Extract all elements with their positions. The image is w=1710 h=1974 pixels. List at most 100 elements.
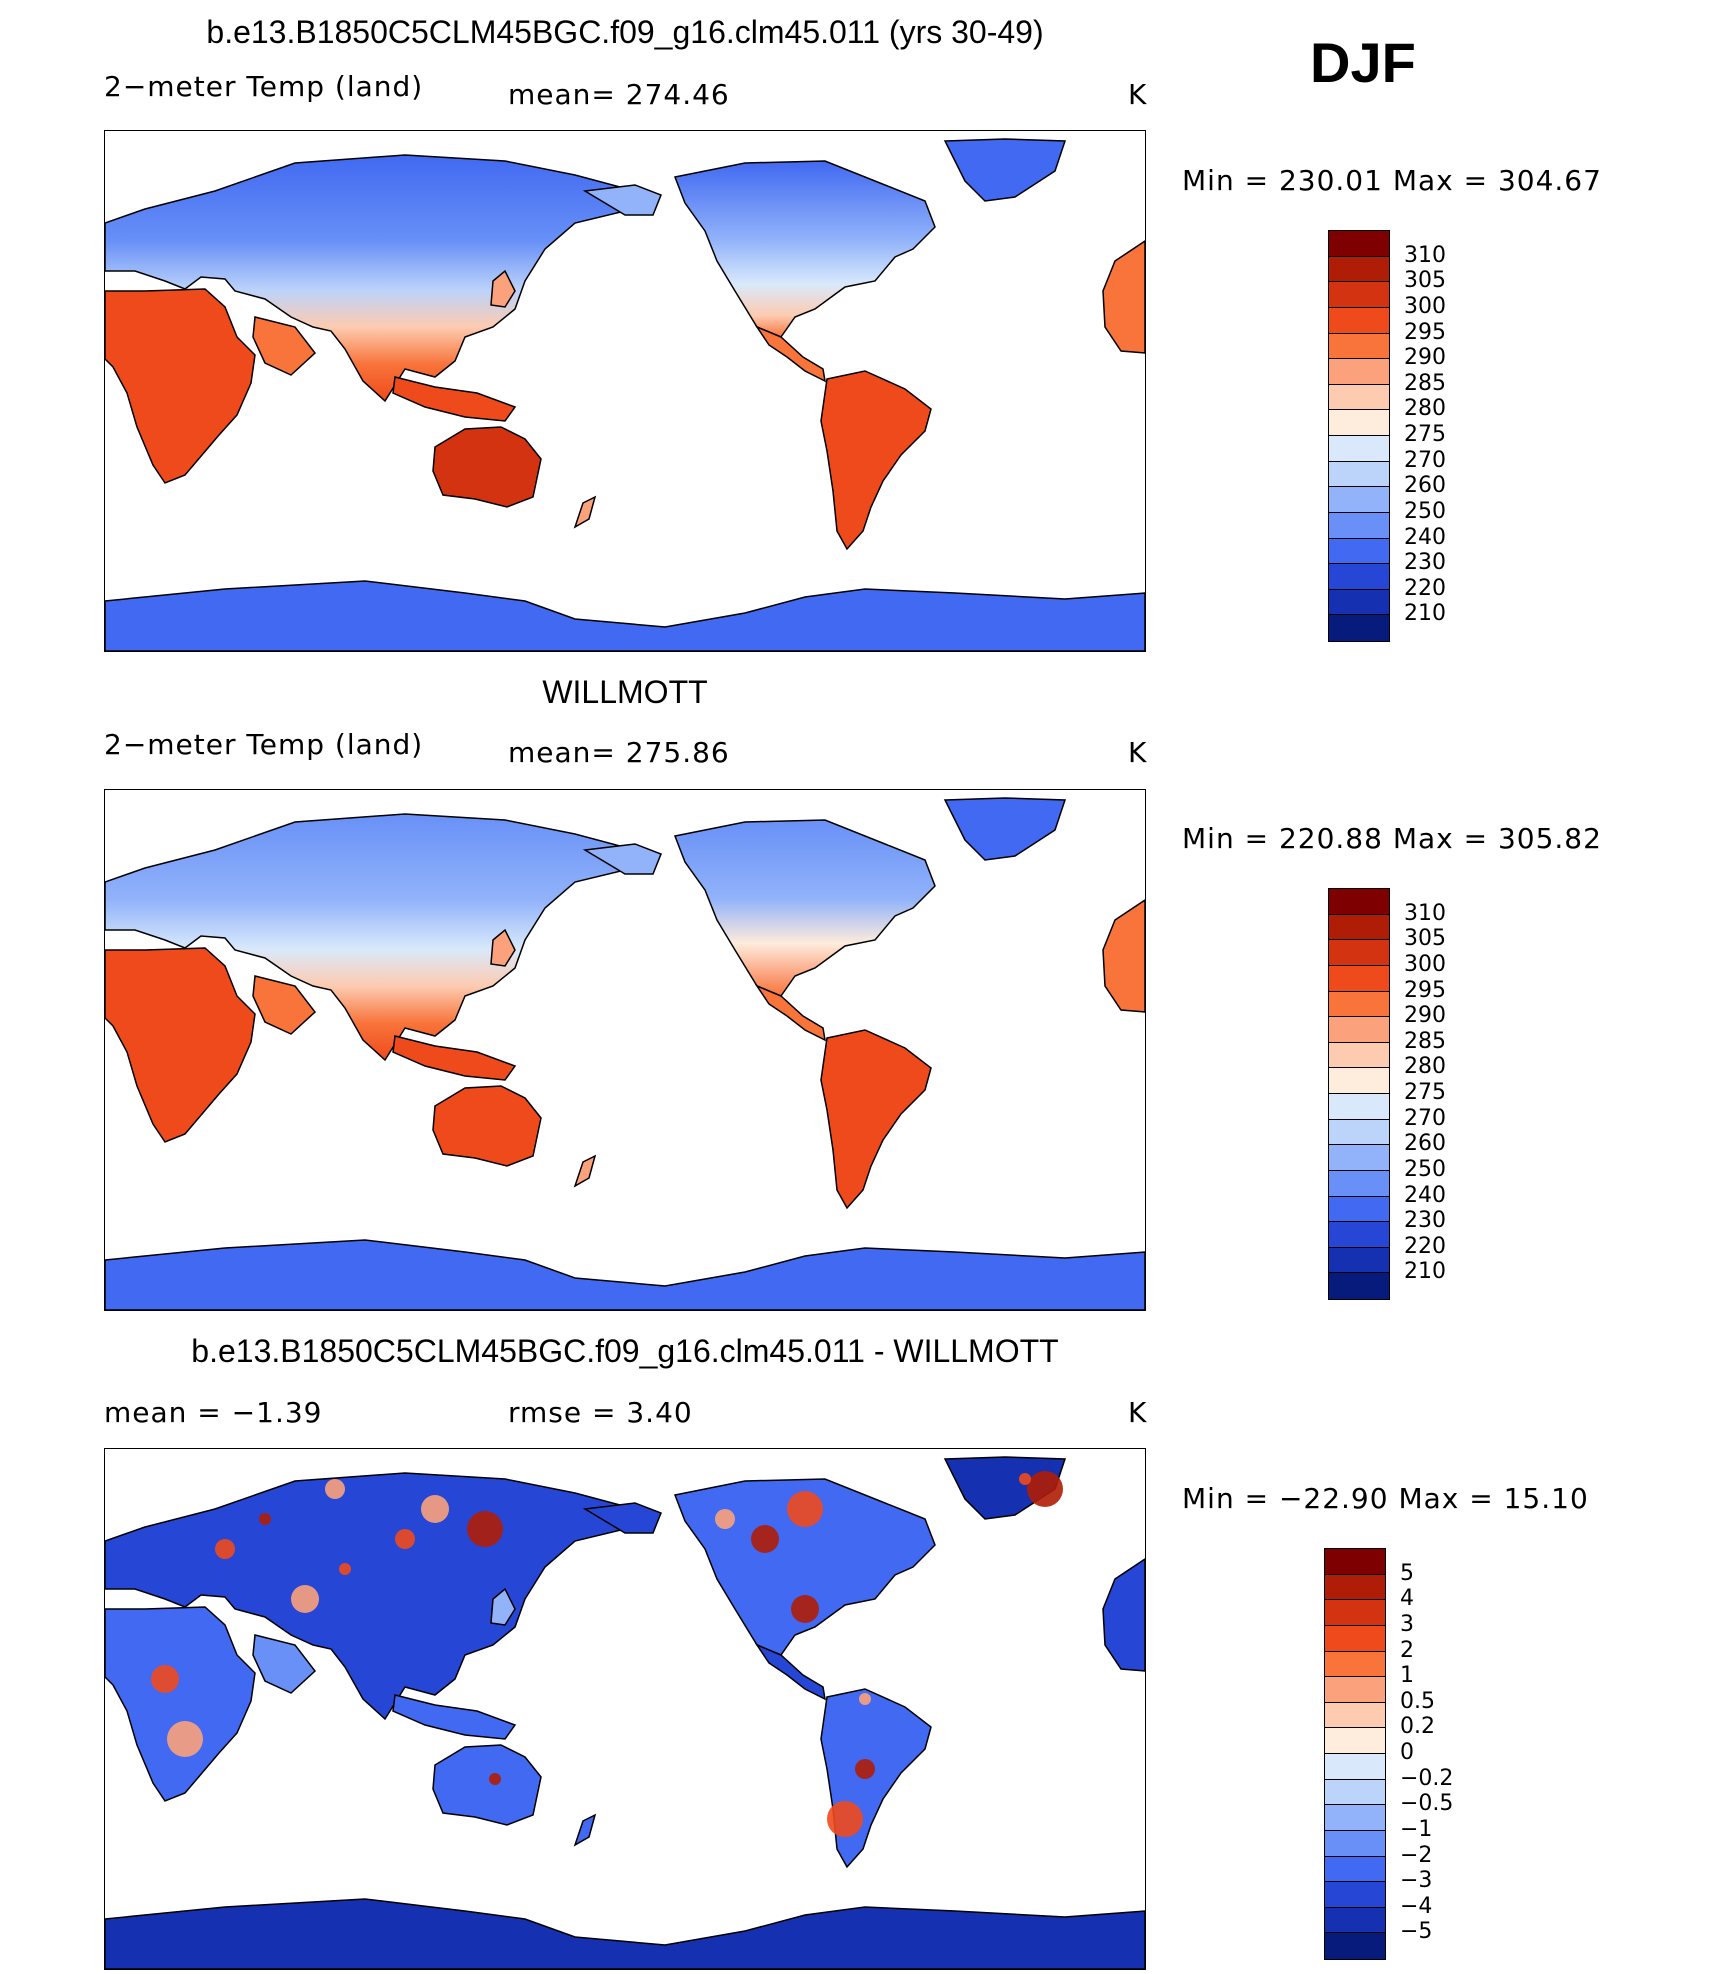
colorbar-tick-label: 0.5 xyxy=(1400,1688,1435,1714)
colorbar-swatch xyxy=(1329,589,1389,616)
colorbar-tick-label: 220 xyxy=(1404,1233,1446,1259)
colorbar-tick-label: 230 xyxy=(1404,1208,1446,1234)
colorbar-tick-label: 230 xyxy=(1404,550,1446,576)
panel-3-unit-label: K xyxy=(1128,1396,1148,1429)
panel-2-variable-label: 2−meter Temp (land) xyxy=(104,728,424,761)
warm-anomaly xyxy=(1019,1473,1031,1485)
land-nz xyxy=(573,1813,597,1847)
colorbar-swatch xyxy=(1329,1222,1389,1248)
colorbar-tick-label: 210 xyxy=(1404,601,1446,627)
warm-anomaly xyxy=(151,1665,179,1693)
panel-1-map xyxy=(104,130,1146,652)
panel-2-map-svg xyxy=(105,797,1145,1310)
colorbar-tick-label: 280 xyxy=(1404,396,1446,422)
warm-anomaly xyxy=(291,1585,319,1613)
colorbar-tick-label: 310 xyxy=(1404,900,1446,926)
colorbar-tick-label: 4 xyxy=(1400,1586,1414,1612)
colorbar-tick-label: 305 xyxy=(1404,926,1446,952)
colorbar-swatch xyxy=(1329,1273,1389,1299)
panel-3-minmax: Min = −22.90 Max = 15.10 xyxy=(1182,1482,1589,1515)
land-nz xyxy=(573,1154,597,1188)
warm-anomaly xyxy=(325,1479,345,1499)
land-japan xyxy=(490,1587,516,1626)
land-samerica xyxy=(820,1029,932,1210)
colorbar-swatch xyxy=(1329,1068,1389,1094)
colorbar-swatch xyxy=(1325,1600,1385,1626)
land-alaskaAleut xyxy=(582,843,662,875)
panel-3-map-svg xyxy=(105,1456,1145,1969)
warm-anomaly xyxy=(715,1509,735,1529)
colorbar-swatch xyxy=(1325,1933,1385,1959)
colorbar-swatch xyxy=(1329,359,1389,385)
colorbar-tick-label: −0.5 xyxy=(1400,1791,1454,1817)
panel-1-colorbar xyxy=(1328,230,1390,642)
colorbar-swatch xyxy=(1329,461,1389,488)
land-arabia xyxy=(252,316,317,376)
colorbar-tick-label: 270 xyxy=(1404,1105,1446,1131)
land-africa xyxy=(105,1606,256,1802)
colorbar-tick-label: 3 xyxy=(1400,1611,1414,1637)
land-greenland xyxy=(943,138,1067,202)
colorbar-swatch xyxy=(1325,1754,1385,1780)
land-australia xyxy=(432,426,542,508)
colorbar-tick-label: 285 xyxy=(1404,370,1446,396)
panel-2-mean-label: mean= 275.86 xyxy=(508,736,730,769)
land-japan xyxy=(490,928,516,967)
land-africa2 xyxy=(1102,899,1145,1013)
land-namerica xyxy=(673,160,936,338)
colorbar-tick-label: 260 xyxy=(1404,1131,1446,1157)
land-africa xyxy=(105,947,256,1143)
colorbar-swatch xyxy=(1329,1247,1389,1274)
land-japan xyxy=(490,269,516,308)
warm-anomaly xyxy=(395,1529,415,1549)
panel-1-variable-label: 2−meter Temp (land) xyxy=(104,70,424,103)
land-alaskaAleut xyxy=(582,184,662,216)
colorbar-tick-label: 0 xyxy=(1400,1740,1414,1765)
land-arabia xyxy=(252,975,317,1035)
colorbar-tick-label: 1 xyxy=(1400,1663,1414,1689)
colorbar-swatch xyxy=(1325,1625,1385,1652)
land-antarctica xyxy=(105,1898,1145,1969)
colorbar-swatch xyxy=(1329,564,1389,590)
warm-anomaly xyxy=(421,1495,449,1523)
colorbar-swatch xyxy=(1325,1907,1385,1934)
land-camerica xyxy=(755,325,826,383)
colorbar-swatch xyxy=(1329,914,1389,941)
warm-anomaly xyxy=(339,1563,351,1575)
colorbar-tick-label: −1 xyxy=(1400,1816,1433,1842)
panel-2-unit-label: K xyxy=(1128,736,1148,769)
warm-anomaly xyxy=(489,1773,501,1785)
colorbar-swatch xyxy=(1329,384,1389,411)
land-indonesia xyxy=(392,1035,517,1081)
colorbar-swatch xyxy=(1329,512,1389,539)
colorbar-swatch xyxy=(1325,1651,1385,1678)
colorbar-swatch xyxy=(1329,889,1389,915)
colorbar-tick-label: 220 xyxy=(1404,575,1446,601)
panel-2-map xyxy=(104,789,1146,1311)
colorbar-tick-label: −0.2 xyxy=(1400,1765,1454,1791)
land-australia xyxy=(432,1085,542,1167)
panel-3-mean-label: mean = −1.39 xyxy=(104,1396,323,1429)
panel-2-title: WILLMOTT xyxy=(542,674,708,710)
land-antarctica xyxy=(105,1239,1145,1310)
colorbar-swatch xyxy=(1329,436,1389,462)
warm-anomaly xyxy=(791,1595,819,1623)
colorbar-swatch xyxy=(1329,256,1389,283)
colorbar-swatch xyxy=(1329,1145,1389,1171)
land-eurasia xyxy=(105,1472,637,1721)
colorbar-tick-label: 240 xyxy=(1404,524,1446,550)
land-namerica xyxy=(673,1478,936,1656)
colorbar-swatch xyxy=(1329,333,1389,360)
colorbar-tick-label: 250 xyxy=(1404,498,1446,524)
colorbar-tick-label: −5 xyxy=(1400,1919,1433,1945)
panel-1-map-svg xyxy=(105,138,1145,651)
colorbar-swatch xyxy=(1329,410,1389,436)
colorbar-tick-label: 0.2 xyxy=(1400,1714,1435,1740)
warm-anomaly xyxy=(467,1511,503,1547)
colorbar-tick-label: 250 xyxy=(1404,1156,1446,1182)
colorbar-swatch xyxy=(1325,1702,1385,1729)
land-eurasia xyxy=(105,154,637,403)
land-indonesia xyxy=(392,376,517,422)
warm-anomaly xyxy=(259,1513,271,1525)
colorbar-swatch xyxy=(1325,1856,1385,1883)
